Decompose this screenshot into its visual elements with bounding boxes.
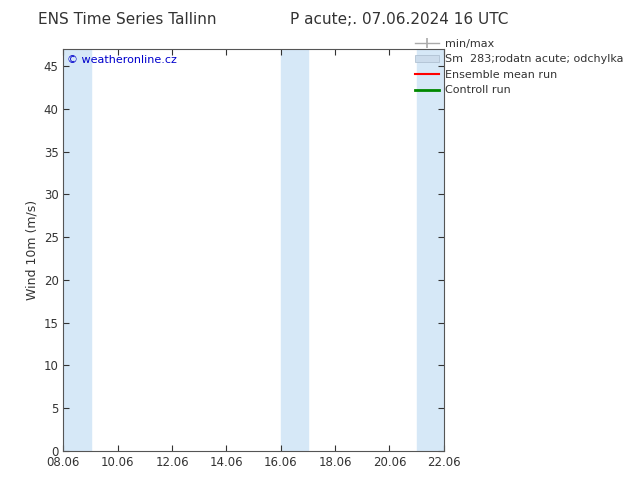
Text: ENS Time Series Tallinn: ENS Time Series Tallinn: [37, 12, 216, 27]
Bar: [63, 49, 91, 451]
Bar: [417, 49, 444, 451]
Text: © weatheronline.cz: © weatheronline.cz: [67, 55, 177, 65]
Y-axis label: Wind 10m (m/s): Wind 10m (m/s): [25, 200, 38, 300]
Text: P acute;. 07.06.2024 16 UTC: P acute;. 07.06.2024 16 UTC: [290, 12, 508, 27]
Bar: [281, 49, 308, 451]
Legend: min/max, Sm  283;rodatn acute; odchylka, Ensemble mean run, Controll run: min/max, Sm 283;rodatn acute; odchylka, …: [410, 34, 628, 100]
